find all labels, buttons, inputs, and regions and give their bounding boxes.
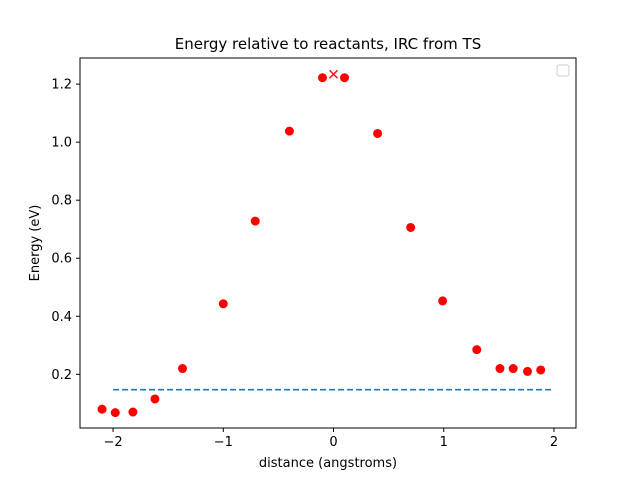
data-point	[472, 345, 482, 355]
y-tick-label: 0.2	[51, 368, 72, 383]
x-axis-label: distance (angstroms)	[259, 456, 397, 471]
data-point	[250, 216, 260, 226]
y-tick-label: 1.0	[51, 136, 72, 151]
x-tick-label: −2	[103, 435, 122, 450]
axes-frame	[79, 57, 577, 429]
x-tick-label: 0	[329, 435, 337, 450]
data-point	[284, 126, 294, 136]
data-point	[150, 394, 160, 404]
x-marker-point	[329, 69, 338, 79]
x-tick-label: 2	[550, 435, 558, 450]
data-point	[373, 128, 383, 138]
data-point	[128, 407, 138, 417]
y-tick-label: 1.2	[51, 78, 72, 93]
data-point	[523, 366, 533, 376]
y-tick-label: 0.8	[51, 194, 72, 209]
y-axis-label: Energy (eV)	[28, 205, 43, 282]
data-point	[110, 408, 120, 418]
data-point	[340, 73, 350, 83]
legend-box	[556, 64, 570, 77]
data-point	[317, 73, 327, 83]
data-point	[178, 364, 188, 374]
ticks-layer: −2 −1 0 1 2 0.2 0.4 0.6 0.8 1.0 1.2	[51, 78, 558, 450]
x-tick-label: −1	[214, 435, 233, 450]
data-point	[97, 404, 107, 414]
data-point	[495, 364, 505, 374]
plot-area: −2 −1 0 1 2 0.2 0.4 0.6 0.8 1.0 1.2	[51, 57, 577, 450]
data-point	[218, 299, 228, 309]
series-layer	[97, 69, 554, 418]
data-point	[406, 222, 416, 232]
data-point	[536, 365, 546, 375]
data-point	[508, 364, 518, 374]
chart-title: Energy relative to reactants, IRC from T…	[175, 35, 481, 53]
y-tick-label: 0.6	[51, 252, 72, 267]
y-tick-label: 0.4	[51, 310, 72, 325]
x-marker-stroke	[329, 69, 338, 79]
x-tick-label: 1	[440, 435, 448, 450]
data-point	[438, 296, 448, 306]
